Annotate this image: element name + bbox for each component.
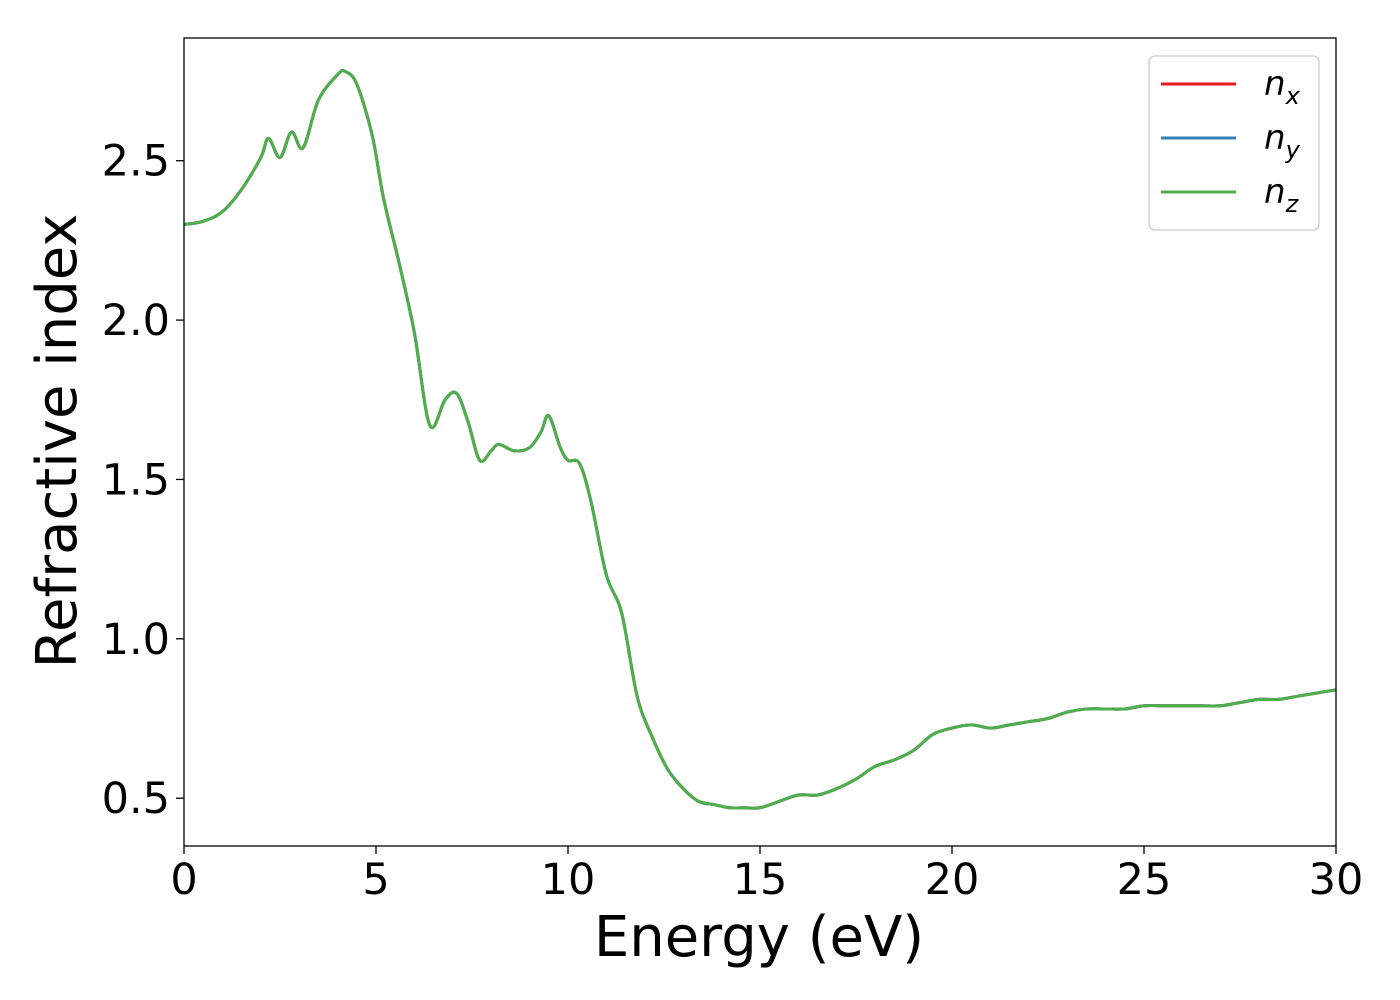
series-layer bbox=[184, 69, 1336, 810]
legend-label-y: ny bbox=[1264, 118, 1301, 164]
series-line-z bbox=[184, 69, 1336, 810]
y-tick-label: 1.5 bbox=[102, 455, 170, 505]
legend-label-x: nx bbox=[1264, 64, 1301, 110]
labels-layer: Energy (eV) Refractive index bbox=[25, 214, 924, 970]
x-tick-label: 5 bbox=[362, 855, 389, 905]
x-tick-label: 30 bbox=[1309, 855, 1364, 905]
y-tick-label: 2.5 bbox=[102, 137, 170, 187]
x-axis-label: Energy (eV) bbox=[594, 905, 924, 970]
y-axis-label: Refractive index bbox=[25, 214, 90, 669]
x-tick-label: 20 bbox=[925, 855, 980, 905]
legend-box bbox=[1148, 55, 1320, 231]
y-tick-label: 2.0 bbox=[102, 296, 170, 346]
axes-layer: 0 5 10 15 20 25 30 0.5 1.0 1.5 2.0 2.5 bbox=[102, 37, 1364, 905]
y-tick-label: 1.0 bbox=[102, 615, 170, 665]
legend-label-z: nz bbox=[1264, 172, 1300, 218]
x-tick-label: 10 bbox=[541, 855, 596, 905]
legend: nx ny nz bbox=[1148, 55, 1320, 231]
x-tick-label: 15 bbox=[733, 855, 788, 905]
y-tick-label: 0.5 bbox=[102, 774, 170, 824]
x-tick-label: 25 bbox=[1117, 855, 1172, 905]
x-tick-label: 0 bbox=[170, 855, 197, 905]
